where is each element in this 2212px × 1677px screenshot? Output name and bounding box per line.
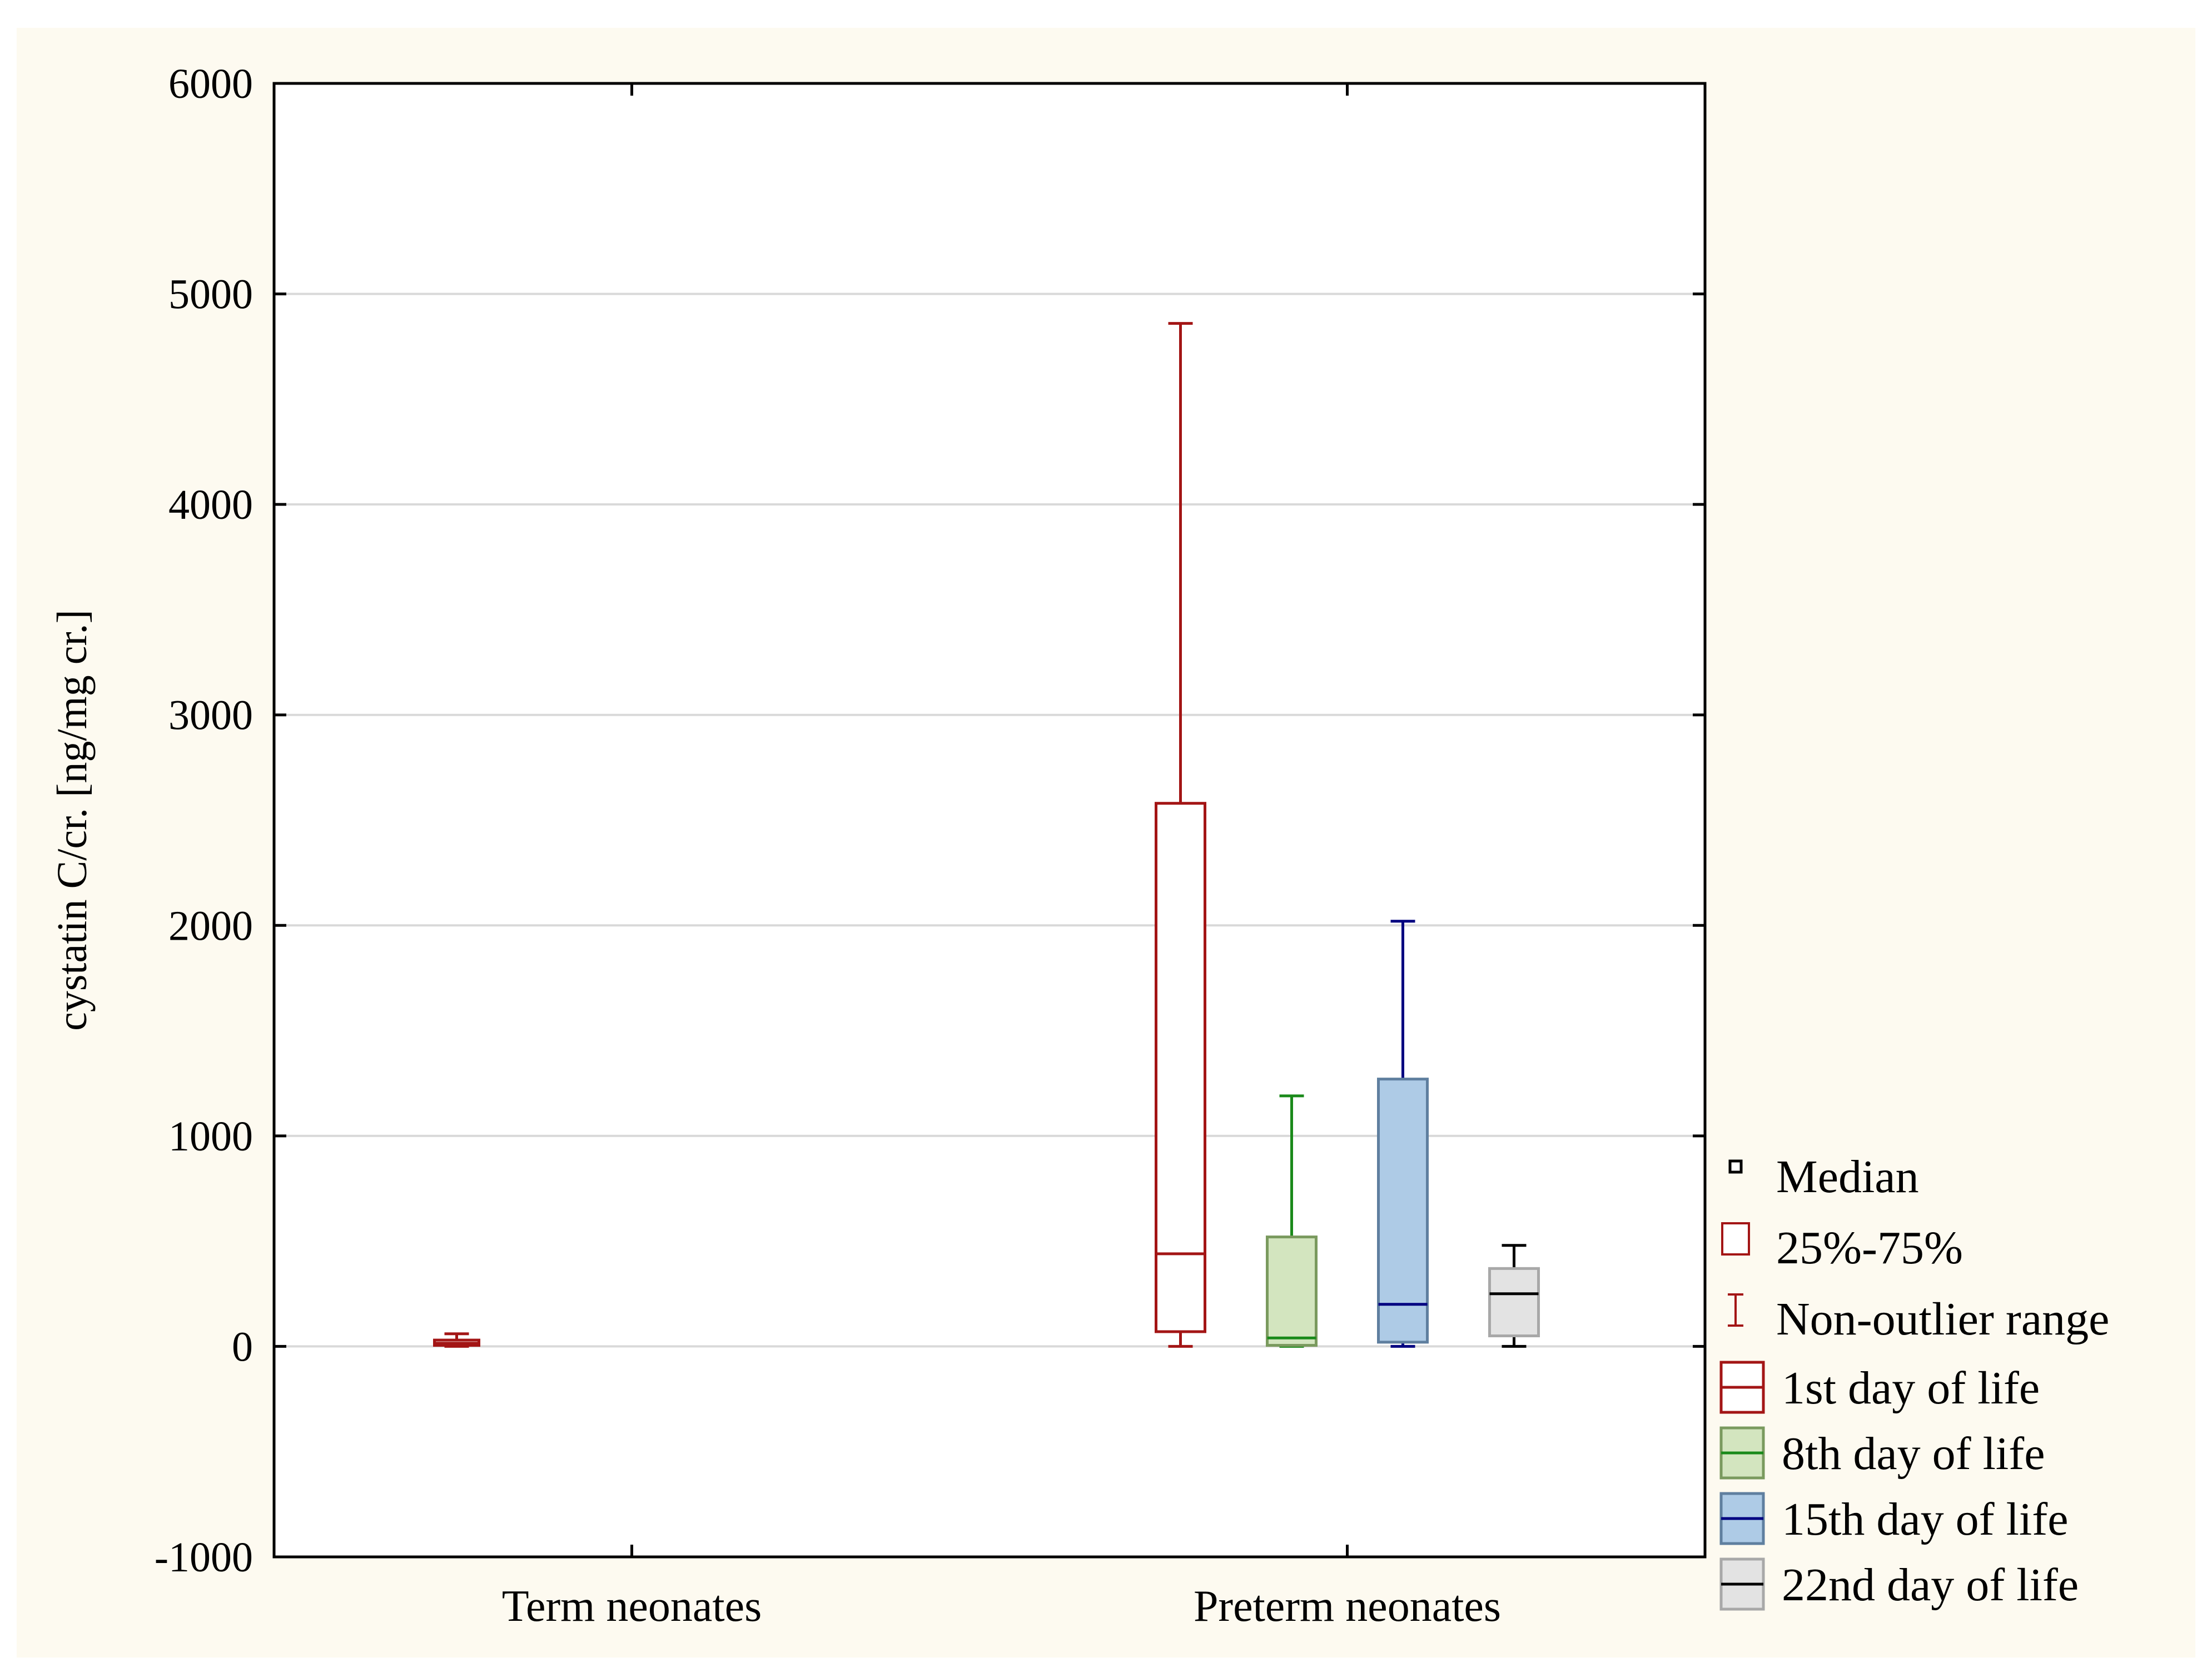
box-2-2 [1266, 1094, 1318, 1348]
y-tick-label: 0 [232, 1323, 253, 1370]
box-1-2 [1155, 322, 1206, 1348]
box-1-1 [433, 1332, 480, 1348]
legend-series-label: 8th day of life [1782, 1428, 2045, 1480]
plot-frame [272, 82, 1707, 1559]
iqr-box [1155, 802, 1206, 1333]
grid-layer [274, 292, 1705, 1348]
legend-label: 25%-75% [1776, 1222, 1963, 1274]
iqr-box [1488, 1267, 1540, 1338]
legend-series-2: 8th day of life [1719, 1426, 2045, 1480]
y-tick-label: 2000 [168, 902, 253, 949]
y-tick-label: 4000 [168, 482, 253, 528]
y-axis-title: cystatin C/cr. [ng/mg cr.] [49, 609, 96, 1031]
box-layer [433, 322, 1540, 1348]
y-tick-label: 5000 [168, 271, 253, 318]
legend-series-1: 1st day of life [1719, 1361, 2040, 1414]
y-tick-label: 1000 [168, 1113, 253, 1160]
box-3-2 [1377, 920, 1429, 1348]
legend-series-label: 15th day of life [1782, 1494, 2069, 1545]
legend-series-label: 1st day of life [1782, 1362, 2040, 1414]
legend-median-icon [1728, 1159, 1743, 1174]
iqr-box [1266, 1236, 1318, 1347]
category-label: Preterm neonates [1194, 1582, 1501, 1631]
y-tick-label: -1000 [155, 1534, 253, 1581]
legend-series-4: 22nd day of life [1719, 1557, 2079, 1611]
y-tick-label: 6000 [168, 61, 253, 107]
legend-label: Median [1776, 1151, 1919, 1203]
legend-series-3: 15th day of life [1719, 1492, 2069, 1545]
y-tick-label: 3000 [168, 692, 253, 739]
legend-series-label: 22nd day of life [1782, 1559, 2079, 1611]
legend-layer: Median 25%-75% Non-outlier range 1st day of… [1719, 1151, 2109, 1611]
tick-layer: -1000 0 1000 2000 3000 4000 5000 6000 Term neona… [155, 61, 1705, 1631]
iqr-box [1377, 1078, 1429, 1344]
plot-area [274, 83, 1705, 1557]
category-label: Term neonates [502, 1582, 762, 1631]
box-4-2 [1488, 1244, 1540, 1348]
legend-key-3: Non-outlier range [1728, 1293, 2109, 1345]
legend-label: Non-outlier range [1776, 1293, 2109, 1345]
legend-key-1: Median [1728, 1151, 1919, 1203]
legend-iqr-icon [1721, 1222, 1750, 1256]
legend-key-2: 25%-75% [1721, 1222, 1963, 1274]
